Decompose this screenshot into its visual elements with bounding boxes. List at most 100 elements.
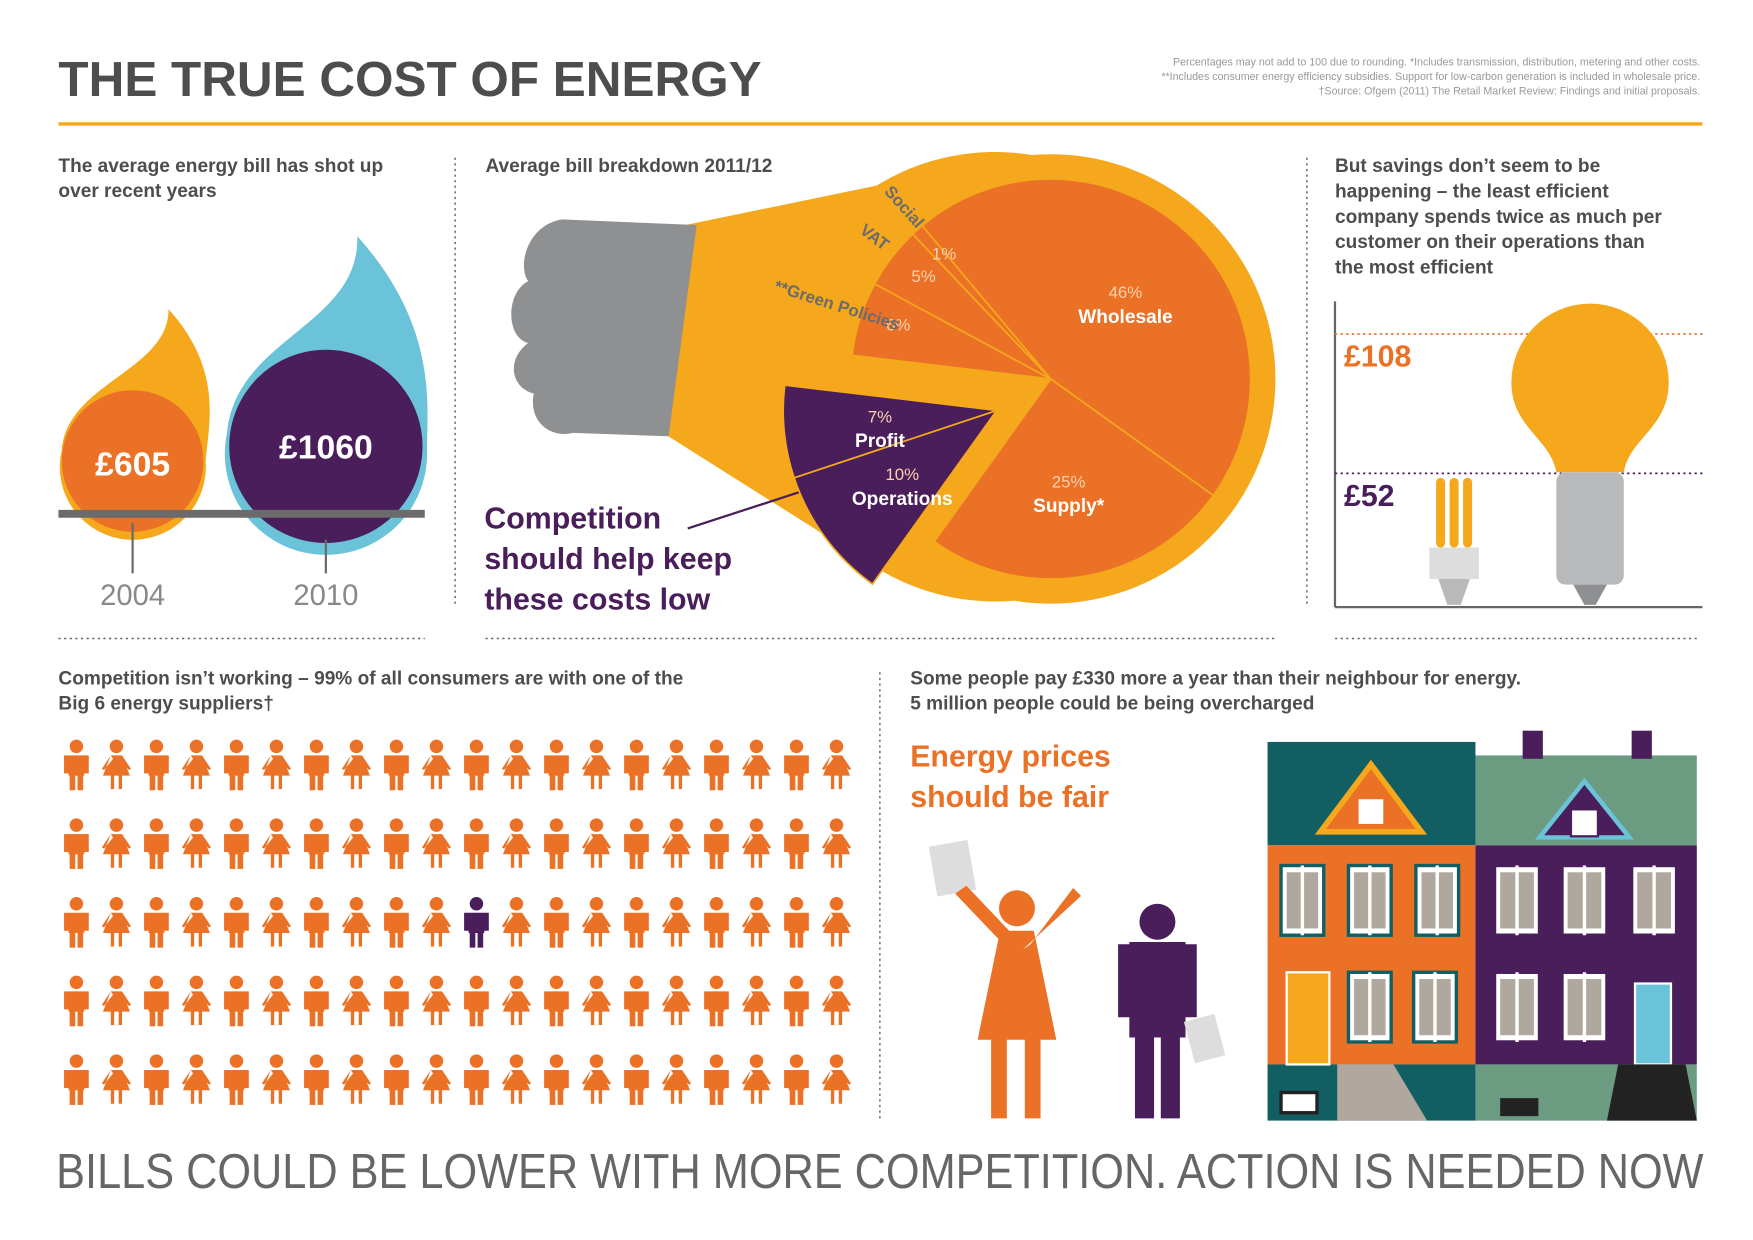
person-head [149,975,164,990]
person-head [829,818,844,832]
person-body [341,912,372,947]
person-body [384,1070,409,1105]
pie-slice [782,384,998,479]
person-body [304,912,329,948]
person-head [749,896,764,911]
person-body [581,755,612,790]
person-body [581,912,612,947]
cfl-base [1429,547,1479,579]
footnote: Percentages may not add to 100 due to ro… [1173,56,1700,68]
person-head [829,896,844,911]
person-head [69,1054,84,1068]
person-head [789,896,804,911]
person-head [349,818,364,832]
person-head [389,739,404,754]
year: 2010 [293,580,358,612]
person-body [261,755,292,790]
year: 2004 [100,580,165,612]
person-body [661,912,692,947]
person-head [789,818,804,832]
person-head [669,975,684,990]
person-head [229,896,244,911]
person-body [181,1070,212,1104]
person-body [821,1070,852,1104]
person-head [69,739,84,754]
person-body [704,991,729,1027]
person-head [629,818,644,832]
basement-window [1500,1098,1539,1117]
caption: the most efficient [1335,257,1494,278]
person-head [229,975,244,990]
pie-slice [933,377,1215,580]
person-body [341,755,372,790]
person-body [581,834,612,868]
person-head [269,975,284,990]
person-body [101,755,132,790]
body [1118,941,1197,1119]
person-head [469,739,484,754]
person-head [189,818,204,832]
person-body [544,912,569,948]
person-head [149,818,164,832]
caption: Some people pay £330 more a year than th… [910,669,1521,690]
person-head [669,739,684,754]
person-head [829,1054,844,1068]
steps [1606,1064,1697,1121]
person-head [629,896,644,911]
slogan: should be fair [910,781,1109,814]
person-head [549,896,564,911]
person-body [624,834,649,869]
person-head [429,975,444,990]
person-head [429,739,444,754]
person-head [629,1054,644,1068]
person-body [64,991,89,1027]
person-head [269,1054,284,1068]
pie-slice [793,408,999,586]
low-cost: £52 [1344,480,1395,513]
bulb-tip [1573,584,1607,605]
person-head [309,739,324,754]
person-body [821,912,852,947]
person-head [829,739,844,754]
person-head [789,975,804,990]
person-head [149,896,164,911]
person-head [309,818,324,832]
person-body [144,991,169,1027]
footnote: †Source: Ofgem (2011) The Retail Market … [1319,86,1701,98]
person-body [304,1070,329,1105]
pie-title: Average bill breakdown 2011/12 [485,156,772,177]
person-body [144,834,169,869]
person-body [224,912,249,948]
person-head [309,1054,324,1068]
annotation: these costs low [484,583,710,616]
person-head [69,975,84,990]
person-head [509,896,524,911]
person-head [509,1054,524,1068]
person-head [149,1054,164,1068]
pie-value-label: 7% [868,407,892,426]
person-head [509,975,524,990]
person-head [429,896,444,911]
person-head [109,818,124,832]
basement-window [1279,1090,1319,1115]
caption: Competition isn’t working – 99% of all c… [58,669,683,690]
caption: 5 million people could be being overchar… [910,693,1314,714]
person-body [784,1070,809,1105]
cfl-tip [1438,578,1470,605]
pie-slice [920,178,1252,497]
person-body [224,755,249,791]
person-head [269,896,284,911]
caption: company spends twice as much per [1335,207,1662,228]
person-head [549,818,564,832]
bill-circle [61,390,204,532]
person-head [389,1054,404,1068]
person-head [589,1054,604,1068]
cfl-tube [1436,477,1446,548]
pie-value-label: 5% [911,267,935,286]
pie-category-label: Operations [852,489,953,510]
person-body [64,1070,89,1105]
person-head [229,1054,244,1068]
person-body [181,991,212,1026]
